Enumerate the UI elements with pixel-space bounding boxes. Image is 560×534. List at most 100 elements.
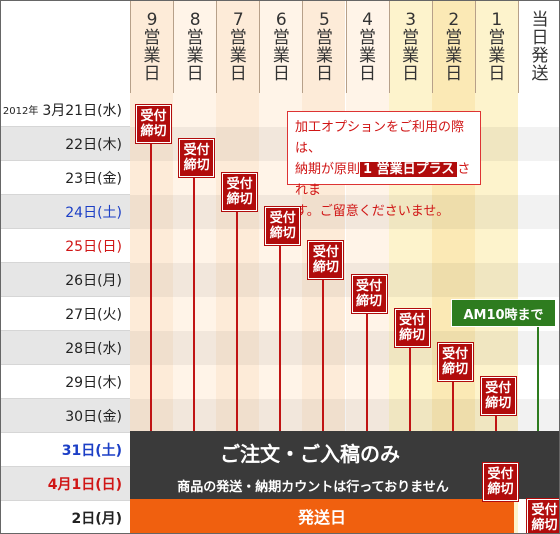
header-number: 4 [362, 10, 373, 30]
deadline-line [322, 277, 325, 431]
deadline-badge: 受付 締切 [527, 499, 559, 533]
header-number: 6 [275, 10, 287, 30]
header-number: 当 [531, 10, 549, 30]
header-char: 業 [445, 46, 463, 66]
deadline-line [279, 243, 282, 431]
header-char: 日 [315, 64, 333, 84]
deadline-badge: 受付 締切 [222, 173, 258, 211]
deadline-line [451, 379, 454, 431]
badge-line-1: 受付 [183, 143, 210, 158]
processing-option-note: 加工オプションをご利用の際は、 納期が原則 1 営業日プラス されま す。ご留意くだ… [287, 111, 481, 219]
deadline-badge: 受付 締切 [308, 241, 344, 279]
badge-line-2: 締切 [485, 396, 512, 411]
date-text: 26日(月) [65, 272, 122, 289]
header-char: 日 [272, 64, 290, 84]
header-char: 営 [402, 28, 420, 48]
date-text: 31日(土) [61, 442, 122, 459]
badge-line-1: 受付 [269, 211, 296, 226]
badge-line-2: 締切 [140, 124, 167, 139]
header-char: 日 [531, 28, 549, 48]
row-stripe [130, 331, 559, 365]
badge-line-2: 締切 [442, 362, 469, 377]
date-row-label: 4月1日(日) [1, 467, 130, 501]
header-number: 3 [405, 10, 417, 30]
header-char: 日 [402, 64, 420, 84]
deadline-badge: 受付 締切 [179, 139, 215, 177]
badge-line-1: 受付 [442, 347, 469, 362]
badge-line-2: 締切 [355, 294, 382, 309]
header-char: 業 [272, 46, 290, 66]
deadline-line [365, 311, 368, 431]
date-row-label: 2012年 3月21日(水) [1, 93, 130, 127]
badge-line-1: 受付 [485, 381, 512, 396]
deadline-line [494, 413, 497, 431]
date-text: 3月21日(水) [42, 102, 122, 119]
header-char: 業 [359, 46, 377, 66]
ship-day-bar: 発送日 [130, 499, 514, 533]
weekend-subtitle: 商品の発送・納期カウントは行っておりません [177, 480, 449, 495]
header-char: 営 [143, 28, 161, 48]
year-label: 2012年 [2, 106, 39, 117]
deadline-line [150, 141, 152, 431]
deadline-line [236, 209, 239, 431]
badge-line-1: 受付 [531, 503, 558, 518]
date-row-label: 24日(土) [1, 195, 130, 229]
badge-line-1: 受付 [399, 313, 426, 328]
header-char: 業 [229, 46, 247, 66]
header-char: 営 [488, 28, 506, 48]
header-char: 業 [186, 46, 204, 66]
header-char: 営 [186, 28, 204, 48]
badge-line-2: 締切 [269, 226, 296, 241]
deadline-badge: 受付 締切 [394, 309, 430, 347]
badge-line-2: 締切 [226, 192, 253, 207]
badge-line-2: 締切 [531, 518, 558, 533]
deadline-badge: 受付 締切 [136, 105, 171, 143]
date-row-label: 29日(木) [1, 365, 130, 399]
badge-line-2: 締切 [183, 158, 210, 173]
badge-line-1: 受付 [226, 177, 253, 192]
header-number: 8 [189, 10, 201, 30]
date-row-label: 23日(金) [1, 161, 130, 195]
date-row-label: 30日(金) [1, 399, 130, 433]
header-char: 日 [359, 64, 377, 84]
badge-line-1: 受付 [312, 245, 339, 260]
header-number: 9 [146, 10, 158, 30]
header-number: 7 [232, 10, 244, 30]
header-char: 営 [315, 28, 333, 48]
date-text: 22日(木) [65, 136, 122, 153]
header-char: 送 [531, 64, 549, 84]
header-char: 営 [445, 28, 463, 48]
badge-line-1: 受付 [355, 279, 382, 294]
date-text: 24日(土) [65, 204, 122, 221]
date-row-label: 25日(日) [1, 229, 130, 263]
header-char: 日 [186, 64, 204, 84]
header-char: 日 [445, 64, 463, 84]
header-char: 営 [272, 28, 290, 48]
date-text: 2日(月) [71, 510, 122, 527]
date-text: 30日(金) [65, 408, 122, 425]
date-row-label: 2日(月) [1, 501, 130, 533]
weekend-title: ご注文・ご入稿のみ [220, 442, 400, 466]
header-char: 営 [229, 28, 247, 48]
header-number: 1 [491, 10, 503, 30]
header-char: 業 [488, 46, 506, 66]
header-char: 日 [143, 64, 161, 84]
header-number: 5 [319, 10, 330, 30]
deadline-line [193, 175, 196, 431]
date-row-label: 22日(木) [1, 127, 130, 161]
header-char: 営 [359, 28, 377, 48]
date-text: 25日(日) [65, 238, 122, 255]
row-stripe [130, 263, 559, 297]
am10-line [536, 325, 539, 501]
date-text: 4月1日(日) [47, 476, 122, 493]
badge-line-2: 締切 [312, 260, 339, 275]
header-char: 業 [315, 46, 333, 66]
date-text: 23日(金) [65, 170, 122, 187]
deadline-line [408, 345, 411, 431]
note-line-2-post: されま [295, 162, 471, 198]
header-char: 発 [531, 46, 549, 66]
